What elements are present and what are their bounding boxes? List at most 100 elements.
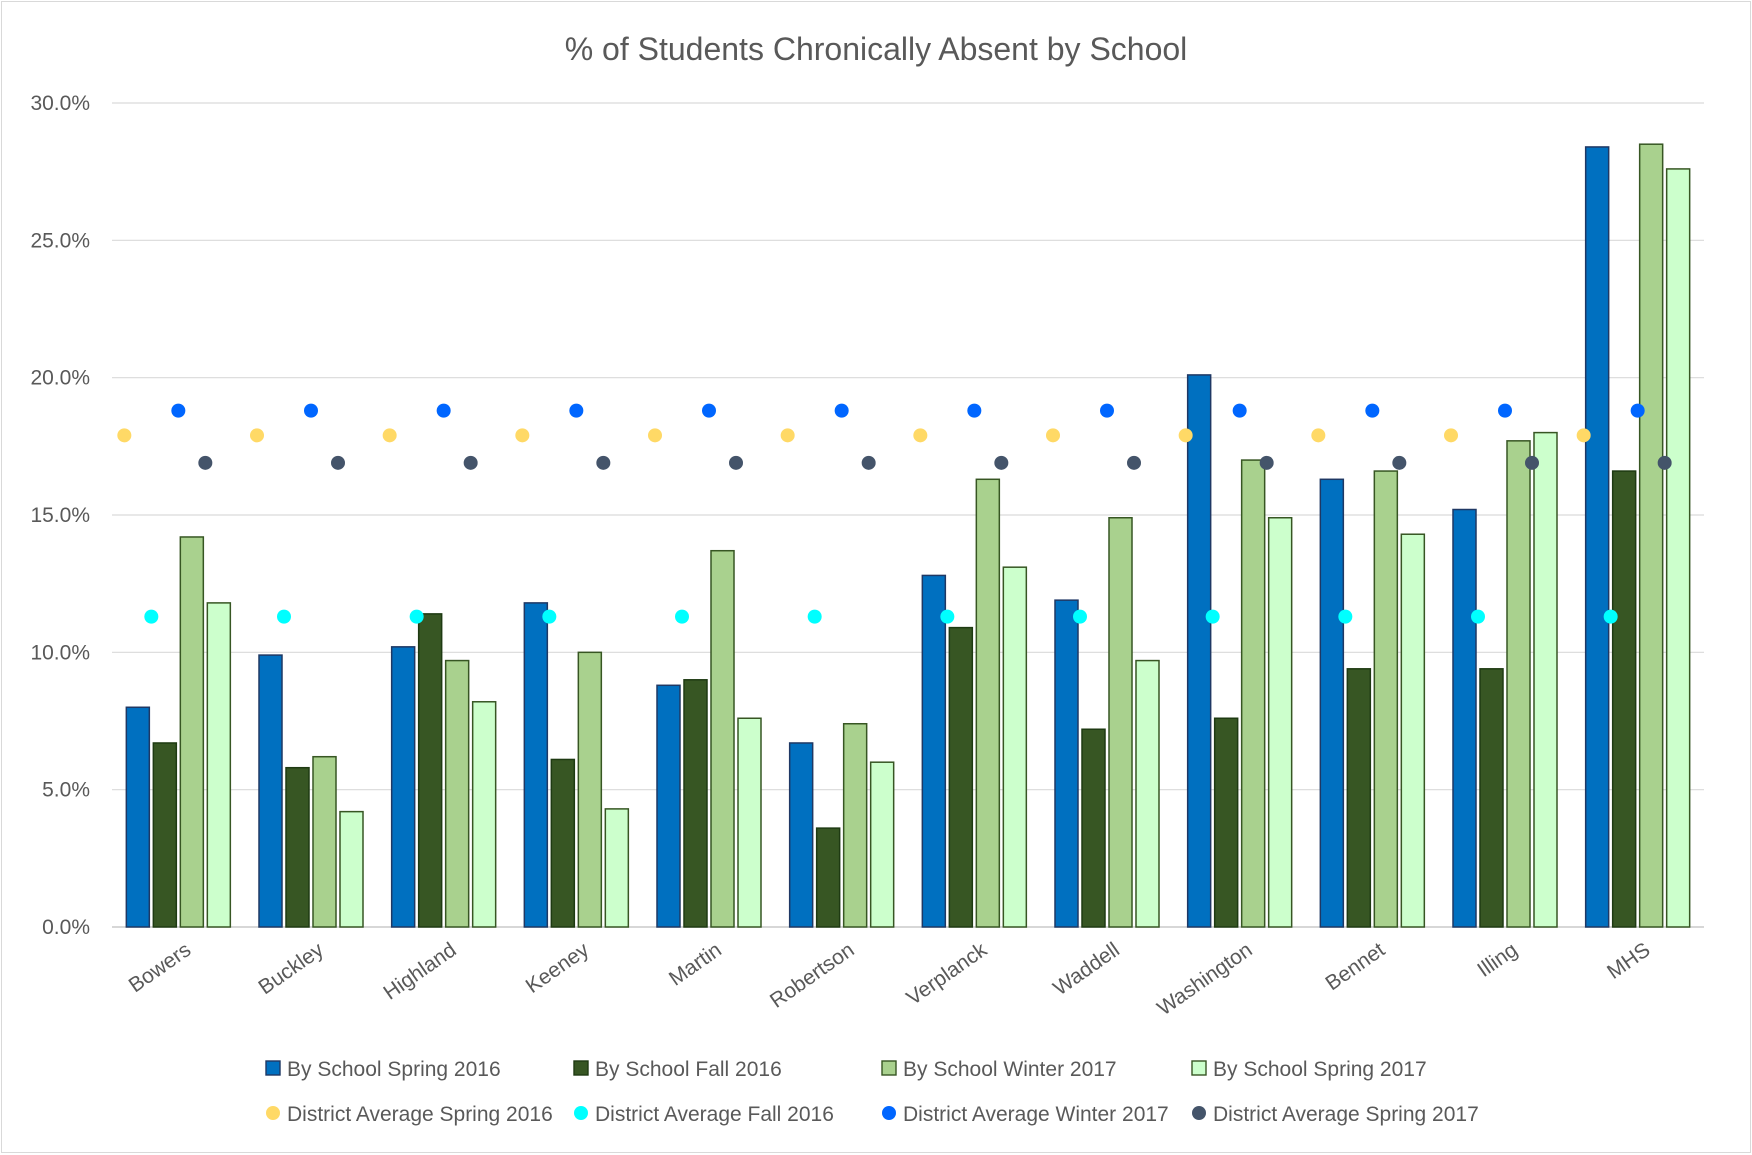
legend-label: By School Fall 2016 — [595, 1058, 782, 1081]
gridlines — [112, 102, 1704, 928]
marker-district-average-fall-2016-highland — [409, 609, 424, 624]
bar-by-school-spring-2016-robertson — [788, 742, 814, 928]
category-label-bowers: Bowers — [125, 938, 196, 997]
bar-by-school-fall-2016-bennet — [1346, 668, 1372, 928]
legend-swatch — [1191, 1060, 1207, 1076]
bar-by-school-winter-2017-bowers — [179, 536, 205, 928]
bar-by-school-fall-2016-martin — [683, 679, 708, 928]
category-label-martin: Martin — [665, 938, 726, 990]
bar-by-school-spring-2017-washington — [1267, 516, 1293, 928]
category-label-illing: Illing — [1473, 938, 1522, 982]
marker-district-average-spring-2017-waddell — [1127, 455, 1141, 470]
marker-district-average-spring-2016-bowers — [117, 428, 132, 443]
bar-by-school-fall-2016-bowers — [152, 742, 178, 928]
bar-by-school-spring-2016-keeney — [523, 602, 549, 928]
marker-district-average-winter-2017-verplanck — [967, 403, 982, 418]
bar-by-school-spring-2016-buckley — [258, 654, 283, 928]
marker-district-average-fall-2016-verplanck — [940, 609, 955, 624]
marker-district-average-spring-2017-verplanck — [994, 455, 1009, 470]
bar-by-school-winter-2017-mhs — [1638, 143, 1664, 928]
bar-by-school-winter-2017-buckley — [312, 755, 337, 928]
bar-by-school-spring-2017-bowers — [206, 602, 232, 928]
marker-district-average-spring-2017-highland — [463, 455, 478, 470]
marker-district-average-spring-2016-verplanck — [913, 428, 928, 443]
marker-district-average-spring-2017-martin — [729, 455, 743, 470]
bar-by-school-spring-2016-washington — [1186, 374, 1212, 928]
legend-swatch — [574, 1106, 588, 1120]
y-tick-label: 10.0% — [30, 641, 90, 664]
marker-district-average-spring-2017-buckley — [331, 455, 345, 470]
bar-by-school-winter-2017-martin — [710, 549, 735, 928]
marker-district-average-winter-2017-martin — [702, 403, 716, 418]
marker-district-average-spring-2016-waddell — [1046, 428, 1060, 443]
bar-by-school-spring-2016-waddell — [1054, 599, 1079, 928]
legend-label: By School Spring 2016 — [287, 1058, 501, 1081]
marker-district-average-spring-2017-illing — [1525, 455, 1539, 470]
bar-by-school-spring-2017-martin — [737, 717, 762, 928]
marker-district-average-winter-2017-washington — [1232, 403, 1247, 418]
y-tick-label: 15.0% — [30, 504, 90, 527]
category-label-mhs: MHS — [1603, 938, 1654, 984]
marker-district-average-fall-2016-buckley — [277, 609, 291, 624]
y-tick-label: 5.0% — [42, 779, 90, 802]
legend-label: District Average Fall 2016 — [595, 1103, 834, 1126]
marker-district-average-spring-2017-keeney — [596, 455, 611, 470]
bar-by-school-spring-2017-mhs — [1665, 168, 1691, 928]
marker-district-average-winter-2017-bowers — [171, 403, 186, 418]
marker-district-average-fall-2016-robertson — [807, 609, 822, 624]
bar-by-school-fall-2016-washington — [1213, 717, 1239, 928]
bar-by-school-fall-2016-mhs — [1611, 470, 1637, 928]
bar-by-school-winter-2017-keeney — [577, 651, 603, 928]
marker-district-average-spring-2017-bowers — [198, 455, 213, 470]
marker-district-average-winter-2017-robertson — [834, 403, 849, 418]
legend-swatch — [1192, 1106, 1206, 1120]
category-label-highland: Highland — [379, 938, 460, 1004]
legend-swatch — [265, 1060, 281, 1076]
chart-title: % of Students Chronically Absent by Scho… — [565, 31, 1188, 67]
legend-label: District Average Winter 2017 — [903, 1103, 1169, 1126]
marker-district-average-spring-2017-robertson — [861, 455, 876, 470]
bar-by-school-spring-2016-highland — [390, 646, 416, 928]
bar-by-school-fall-2016-highland — [417, 613, 443, 928]
bar-by-school-winter-2017-highland — [444, 659, 470, 928]
y-tick-label: 25.0% — [30, 229, 90, 252]
marker-district-average-spring-2016-martin — [648, 428, 662, 443]
marker-district-average-winter-2017-highland — [436, 403, 451, 418]
marker-district-average-fall-2016-illing — [1471, 609, 1485, 624]
legend-swatch — [882, 1106, 896, 1120]
marker-district-average-winter-2017-mhs — [1630, 403, 1645, 418]
bar-by-school-fall-2016-keeney — [550, 758, 576, 928]
marker-district-average-spring-2016-illing — [1444, 428, 1458, 443]
marker-district-average-winter-2017-illing — [1498, 403, 1512, 418]
marker-district-average-fall-2016-bennet — [1338, 609, 1353, 624]
legend-swatch — [881, 1060, 897, 1076]
legend-item-by-school-spring-2016: By School Spring 2016 — [265, 1058, 501, 1081]
category-label-robertson: Robertson — [766, 938, 859, 1012]
bar-by-school-spring-2016-bennet — [1319, 478, 1345, 928]
bar-by-school-fall-2016-buckley — [285, 766, 310, 928]
legend-item-by-school-fall-2016: By School Fall 2016 — [573, 1058, 782, 1081]
marker-district-average-spring-2017-washington — [1259, 455, 1274, 470]
category-label-buckley: Buckley — [254, 938, 328, 999]
bar-by-school-winter-2017-washington — [1240, 459, 1266, 928]
bar-by-school-spring-2017-waddell — [1135, 659, 1160, 928]
bar-by-school-spring-2017-highland — [471, 701, 497, 928]
marker-district-average-fall-2016-waddell — [1073, 609, 1087, 624]
x-axis-categories: Bowers Buckley Highland Keeney Martin Roberts… — [125, 938, 1655, 1020]
bar-by-school-spring-2017-bennet — [1400, 533, 1426, 928]
marker-district-average-spring-2016-highland — [382, 428, 397, 443]
bar-by-school-spring-2017-verplanck — [1002, 566, 1028, 928]
marker-district-average-fall-2016-martin — [675, 609, 689, 624]
category-label-keeney: Keeney — [522, 938, 594, 998]
bar-by-school-winter-2017-robertson — [842, 722, 868, 928]
marker-district-average-winter-2017-keeney — [569, 403, 584, 418]
marker-district-average-spring-2017-bennet — [1392, 455, 1407, 470]
bar-by-school-spring-2017-buckley — [339, 810, 364, 928]
category-label-waddell: Waddell — [1049, 938, 1124, 1000]
bar-by-school-spring-2016-bowers — [125, 706, 151, 928]
marker-district-average-spring-2016-buckley — [250, 428, 264, 443]
legend-label: District Average Spring 2017 — [1213, 1103, 1479, 1126]
legend-item-district-average-winter-2017: District Average Winter 2017 — [882, 1103, 1169, 1126]
legend-swatch — [573, 1060, 589, 1076]
